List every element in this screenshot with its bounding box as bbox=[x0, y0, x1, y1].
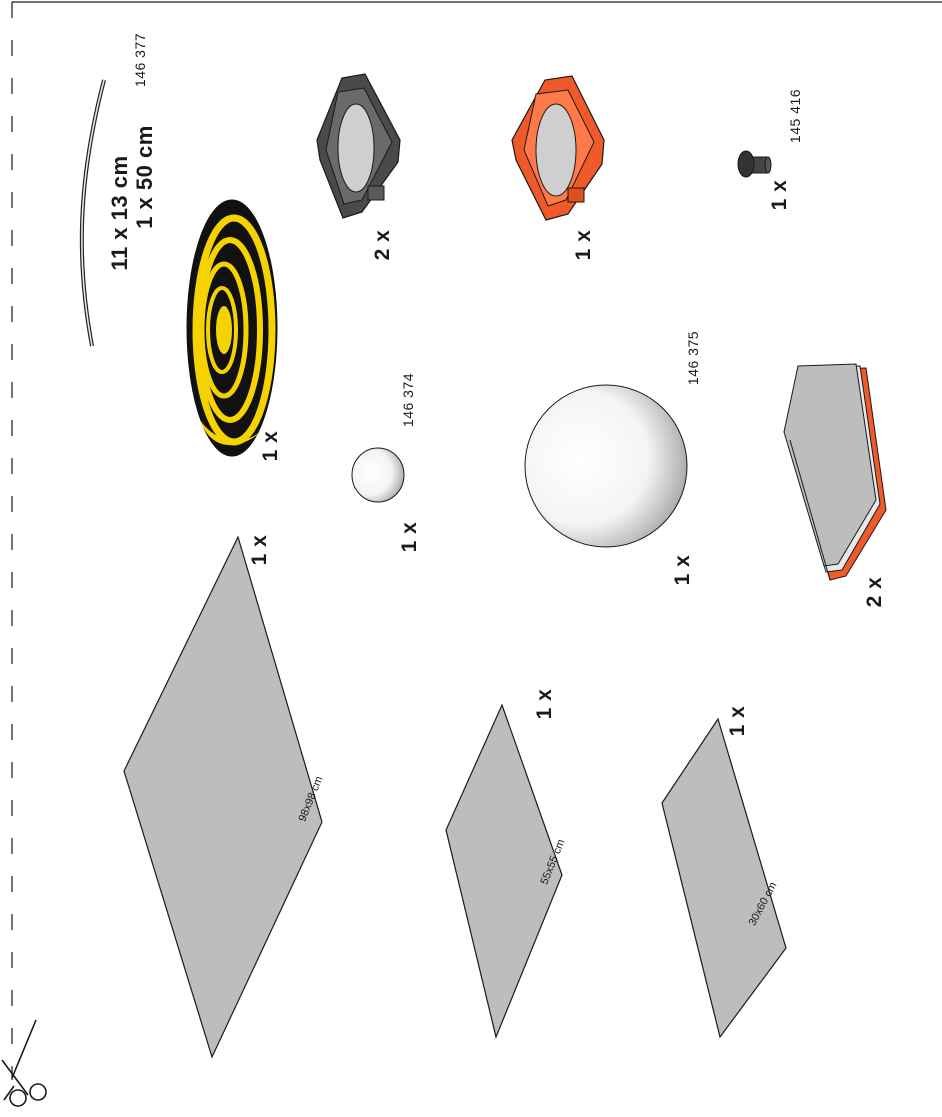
dark-clamp bbox=[316, 73, 401, 219]
small-ball-quantity: 1 x bbox=[398, 521, 421, 553]
small-ball bbox=[351, 447, 405, 503]
spiral-disc bbox=[186, 199, 278, 457]
wire-part-number: 146 377 bbox=[132, 32, 148, 88]
scissors-icon bbox=[1, 1019, 47, 1107]
large-ball-part-number: 146 375 bbox=[685, 330, 701, 386]
small-ball-part-number: 146 374 bbox=[400, 372, 416, 428]
small-pin-quantity: 1 x bbox=[768, 179, 791, 211]
large-panel bbox=[123, 535, 323, 1059]
medium-panel-quantity: 1 x bbox=[533, 688, 556, 720]
spiral-disc-quantity: 1 x bbox=[259, 430, 282, 462]
small-pin bbox=[737, 150, 772, 178]
large-ball-quantity: 1 x bbox=[671, 554, 694, 586]
wire-highlight bbox=[81, 79, 105, 347]
dark-clamp-quantity: 2 x bbox=[371, 229, 394, 261]
wire-dimension-line1: 11 x 13 cm bbox=[107, 155, 132, 271]
medium-panel bbox=[445, 703, 563, 1039]
wire-dimension-line2: 1 x 50 cm bbox=[132, 125, 157, 229]
orange-clamp-quantity: 1 x bbox=[572, 229, 595, 261]
orange-clamp bbox=[511, 75, 605, 221]
small-panel bbox=[661, 717, 787, 1039]
stacked-block-quantity: 2 x bbox=[863, 576, 886, 608]
large-ball bbox=[524, 384, 688, 548]
small-panel-quantity: 1 x bbox=[726, 705, 749, 737]
large-panel-quantity: 1 x bbox=[248, 534, 271, 566]
small-pin-part-number: 145 416 bbox=[787, 88, 803, 144]
stacked-block bbox=[783, 363, 887, 581]
